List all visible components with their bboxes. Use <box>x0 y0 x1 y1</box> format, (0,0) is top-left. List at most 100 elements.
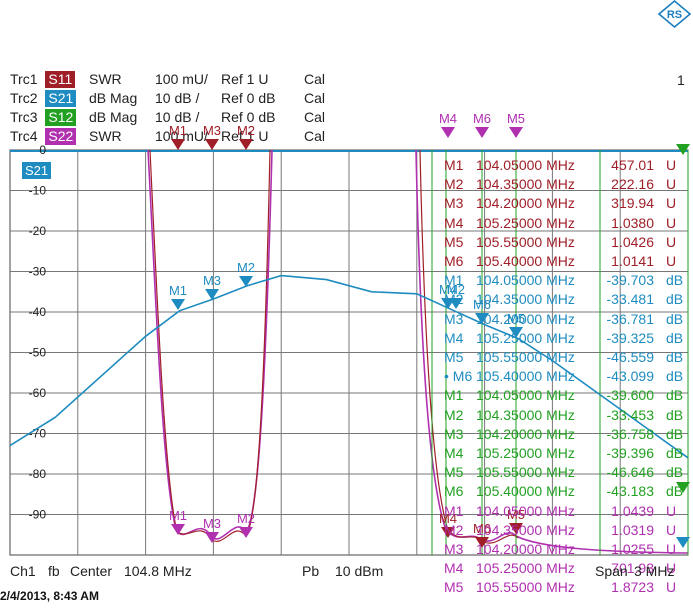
marker-id: M2 <box>444 521 464 538</box>
marker-s21-glyph <box>239 276 253 287</box>
y-tick-label: -20 <box>29 224 47 238</box>
marker-value: 457.01 <box>611 157 654 173</box>
marker-id: M5 <box>444 233 464 250</box>
y-tick-labels: 0 -10 -20 -30 -40 -50 -60 -70 -80 -90 <box>29 143 47 522</box>
y-tick-label: -90 <box>29 508 47 522</box>
marker-value: -43.183 <box>606 483 654 500</box>
y-tick-label: -40 <box>29 305 47 319</box>
footer-bar: Ch1 fb Center 104.8 MHz Pb 10 dBm Span 3… <box>10 563 690 579</box>
marker-value: -46.559 <box>606 349 654 365</box>
marker-s11-bottom-glyph <box>441 527 455 538</box>
marker-s21-right-glyph <box>509 327 523 338</box>
marker-s22-top-label: M1 <box>169 123 187 138</box>
marker-value: -36.758 <box>606 425 654 442</box>
trace-name: Trc2 <box>10 90 38 106</box>
marker-id: M3 <box>444 425 464 442</box>
y-tick-label: -30 <box>29 265 47 279</box>
marker-s11-top-label: M6 <box>473 111 491 126</box>
marker-value: 1.0255 <box>611 541 654 557</box>
trace-name: Trc1 <box>10 71 38 87</box>
plot-grid <box>9 149 689 556</box>
marker-freq: 104.20000 MHz <box>476 425 575 442</box>
trace-name: Trc4 <box>10 128 38 144</box>
marker-id: M4 <box>444 214 464 231</box>
marker-value: -33.453 <box>606 406 654 423</box>
marker-id: M2 <box>444 176 464 193</box>
marker-unit: U <box>666 195 677 212</box>
marker-s22-top-label: M3 <box>203 123 221 138</box>
y-tick-label: -50 <box>29 346 47 360</box>
marker-unit: U <box>666 541 677 557</box>
y-tick-label: 0 <box>39 143 46 157</box>
trace-line-trc2[interactable]: Trc2 S21 dB Mag 10 dB / Ref 0 dB Cal <box>10 90 325 107</box>
marker-id: M5 <box>444 464 464 481</box>
trace-scale: 10 dB / <box>155 90 200 106</box>
marker-value: -43.099 <box>606 368 654 385</box>
marker-value: 701.93 <box>611 560 654 577</box>
marker-freq: 104.35000 MHz <box>476 291 575 308</box>
marker-value: -39.325 <box>606 329 654 346</box>
marker-s21-right-label: M6 <box>473 297 491 312</box>
marker-unit: U <box>666 502 677 519</box>
marker-s11-bottom-label: M6 <box>473 521 491 536</box>
marker-id: M2 <box>444 291 464 308</box>
active-trace-label[interactable]: S21 <box>22 162 52 179</box>
timestamp: 2/4/2013, 8:43 AM <box>0 589 99 603</box>
channel-label[interactable]: Ch1 <box>10 563 36 579</box>
marker-value: -39.600 <box>606 387 654 404</box>
edge-marker-glyph <box>676 482 690 493</box>
marker-id: M5 <box>444 349 464 365</box>
span-value[interactable]: 3 MHz <box>634 563 675 579</box>
trace-ref: Ref 0 dB <box>221 90 276 106</box>
trace-line-trc3[interactable]: Trc3 S12 dB Mag 10 dB / Ref 0 dB Cal <box>10 109 325 126</box>
marker-s11-top-glyph <box>441 127 455 138</box>
marker-s21-right-glyph <box>475 313 489 324</box>
marker-freq: 105.55000 MHz <box>476 579 575 596</box>
marker-id: M6 <box>444 483 464 500</box>
marker-unit: dB <box>666 483 684 500</box>
rohde-schwarz-logo: RS <box>658 0 691 28</box>
trace-scale: 100 mU/ <box>155 128 208 144</box>
trace-cal: Cal <box>304 71 326 87</box>
trace-line-trc4[interactable]: Trc4 S22 SWR 100 mU/ Ref 1 U Cal <box>10 128 325 145</box>
marker-unit: dB <box>666 425 684 442</box>
trace-param-badge[interactable]: S22 <box>45 128 77 145</box>
marker-unit: U <box>666 560 677 577</box>
center-value[interactable]: 104.8 MHz <box>124 563 192 579</box>
marker-freq: 105.40000 MHz <box>476 483 575 500</box>
marker-s11-top-glyph <box>509 127 523 138</box>
marker-unit: dB <box>666 291 684 308</box>
marker-s21-right-label: M2 <box>447 282 465 297</box>
trace-param-badge[interactable]: S11 <box>45 71 76 88</box>
marker-s21-label: M2 <box>237 260 255 275</box>
marker-freq: 104.05000 MHz <box>476 157 575 173</box>
marker-s22-top-glyph <box>239 139 253 150</box>
marker-s22-bottom-glyph <box>239 527 253 538</box>
trace-scale: 10 dB / <box>155 109 200 125</box>
marker-value: -46.646 <box>606 464 654 481</box>
trace-param-badge[interactable]: S21 <box>45 90 77 107</box>
trace-scale: 100 mU/ <box>155 71 208 87</box>
marker-freq: 104.35000 MHz <box>476 406 575 423</box>
marker-value: 1.0426 <box>611 233 654 250</box>
trace-ref: Ref 1 U <box>221 128 269 144</box>
power-value[interactable]: 10 dBm <box>335 563 384 579</box>
sweep-label: fb <box>48 563 60 579</box>
marker-unit: dB <box>666 406 684 423</box>
marker-freq: 104.35000 MHz <box>476 176 575 193</box>
trace-line-trc1[interactable]: Trc1 S11 SWR 100 mU/ Ref 1 U Cal <box>10 71 325 88</box>
marker-id: M4 <box>444 445 464 461</box>
marker-id: M2 <box>444 406 464 423</box>
marker-s22-top-label: M2 <box>237 123 255 138</box>
marker-freq: 104.20000 MHz <box>476 310 575 327</box>
trace-cal: Cal <box>304 128 326 144</box>
marker-id: M3 <box>444 541 464 557</box>
trace-param-badge[interactable]: S12 <box>45 109 77 126</box>
marker-value: 1.8723 <box>611 579 654 596</box>
trace-format: SWR <box>89 128 122 144</box>
s22-curve-right <box>415 149 689 554</box>
marker-unit: U <box>666 521 677 538</box>
marker-s11-top-label: M4 <box>439 111 457 126</box>
